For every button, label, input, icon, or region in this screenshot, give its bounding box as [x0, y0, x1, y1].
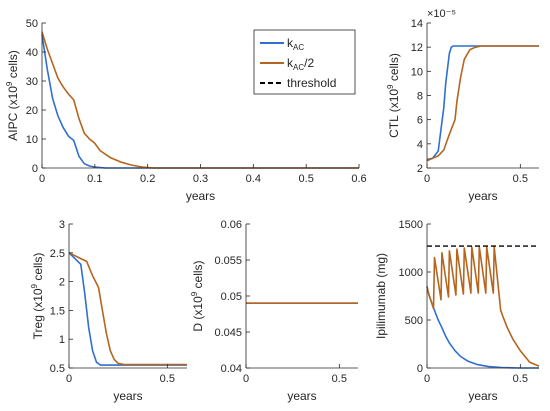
legend-label-kac: kAC	[287, 36, 304, 52]
ipi-ytick-label: 1500	[399, 219, 423, 231]
ipi-ytick-label: 0	[417, 363, 423, 375]
d-xlabel: years	[287, 389, 316, 403]
ipi-series-kac2	[426, 246, 540, 367]
aipc-panel: 0 10 20 30 40 50 0 0.1 0.2 0.3 0.4 0.5 0.6 years AIPC …	[5, 18, 367, 203]
aipc-xtick-label: 0.3	[193, 173, 208, 185]
d-ytick-label: 0.055	[214, 255, 242, 267]
treg-series-kac	[68, 252, 187, 366]
aipc-xtick-label: 0	[39, 173, 45, 185]
ipi-ytick-label: 1000	[399, 267, 423, 279]
ipi-xtick-label: 0	[424, 373, 430, 385]
treg-ytick-label: 3	[59, 219, 65, 231]
aipc-xtick-label: 0.5	[299, 173, 314, 185]
d-xtick-label: 0	[243, 373, 249, 385]
treg-ytick-label: 2	[59, 277, 65, 289]
ctl-ytick-label: 4	[417, 139, 423, 151]
aipc-series-kac2	[41, 31, 359, 169]
treg-ytick-label: 0.5	[50, 363, 65, 375]
treg-ylabel: Treg (x109 cells)	[30, 253, 45, 340]
aipc-xtick-label: 0.2	[140, 173, 155, 185]
ctl-ylabel: CTL (x109 cells)	[386, 53, 401, 138]
aipc-ytick-label: 10	[26, 134, 38, 146]
treg-ytick-label: 1	[59, 334, 65, 346]
aipc-xtick-label: 0.1	[87, 173, 102, 185]
ctl-series-kac	[426, 45, 539, 161]
ctl-panel: 2 4 6 8 10 12 14 0 0.5 years CTL (x109 cells) ×10⁻⁵	[386, 8, 539, 203]
ctl-ytick-label: 12	[411, 42, 423, 54]
ipi-xtick-label: 0.5	[513, 373, 528, 385]
ipi-xlabel: years	[468, 389, 497, 403]
aipc-ytick-label: 0	[32, 163, 38, 175]
ctl-xlabel: years	[468, 189, 497, 203]
ctl-ytick-label: 6	[417, 115, 423, 127]
treg-ytick-label: 1.5	[50, 305, 65, 317]
aipc-ytick-label: 30	[26, 76, 38, 88]
ctl-xtick-label: 0	[424, 173, 430, 185]
aipc-ytick-label: 50	[26, 18, 38, 30]
treg-xtick-label: 0.5	[160, 373, 175, 385]
ctl-exponent-label: ×10⁻⁵	[427, 8, 456, 20]
ipi-ylabel: Ipilimumab (mg)	[374, 253, 388, 339]
d-xtick-label: 0.5	[332, 373, 347, 385]
aipc-ytick-label: 20	[26, 105, 38, 117]
ipi-ytick-label: 500	[405, 315, 423, 327]
ctl-ytick-label: 10	[411, 66, 423, 78]
aipc-ylabel: AIPC (x109 cells)	[5, 50, 20, 140]
ipi-panel: 0 500 1000 1500 0 0.5 years Ipilimumab (mg)	[374, 219, 540, 403]
aipc-xtick-label: 0.4	[246, 173, 261, 185]
ctl-ytick-label: 2	[417, 163, 423, 175]
d-ytick-label: 0.045	[214, 327, 242, 339]
aipc-ytick-label: 40	[26, 47, 38, 59]
d-ytick-label: 0.05	[221, 291, 242, 303]
treg-series-kac2	[68, 252, 187, 366]
treg-xlabel: years	[113, 389, 142, 403]
d-panel: 0.04 0.045 0.05 0.055 0.06 0 0.5 years D (x109 c…	[190, 219, 358, 403]
legend-label-kac2: kAC/2	[287, 56, 314, 72]
legend-label-threshold: threshold	[287, 76, 336, 90]
treg-ytick-label: 2.5	[50, 248, 65, 260]
aipc-xlabel: years	[186, 189, 215, 203]
ipi-series-kac	[426, 286, 539, 369]
ctl-ytick-label: 8	[417, 91, 423, 103]
aipc-xtick-label: 0.6	[351, 173, 366, 185]
legend: kAC kAC/2 threshold	[253, 29, 356, 95]
d-ytick-label: 0.06	[221, 219, 242, 231]
treg-xtick-label: 0	[66, 373, 72, 385]
ctl-xtick-label: 0.5	[513, 173, 528, 185]
ctl-series-kac2	[426, 45, 539, 162]
d-ylabel: D (x109 cells)	[190, 260, 205, 331]
d-ytick-label: 0.04	[221, 363, 242, 375]
ctl-ytick-label: 14	[411, 18, 423, 30]
